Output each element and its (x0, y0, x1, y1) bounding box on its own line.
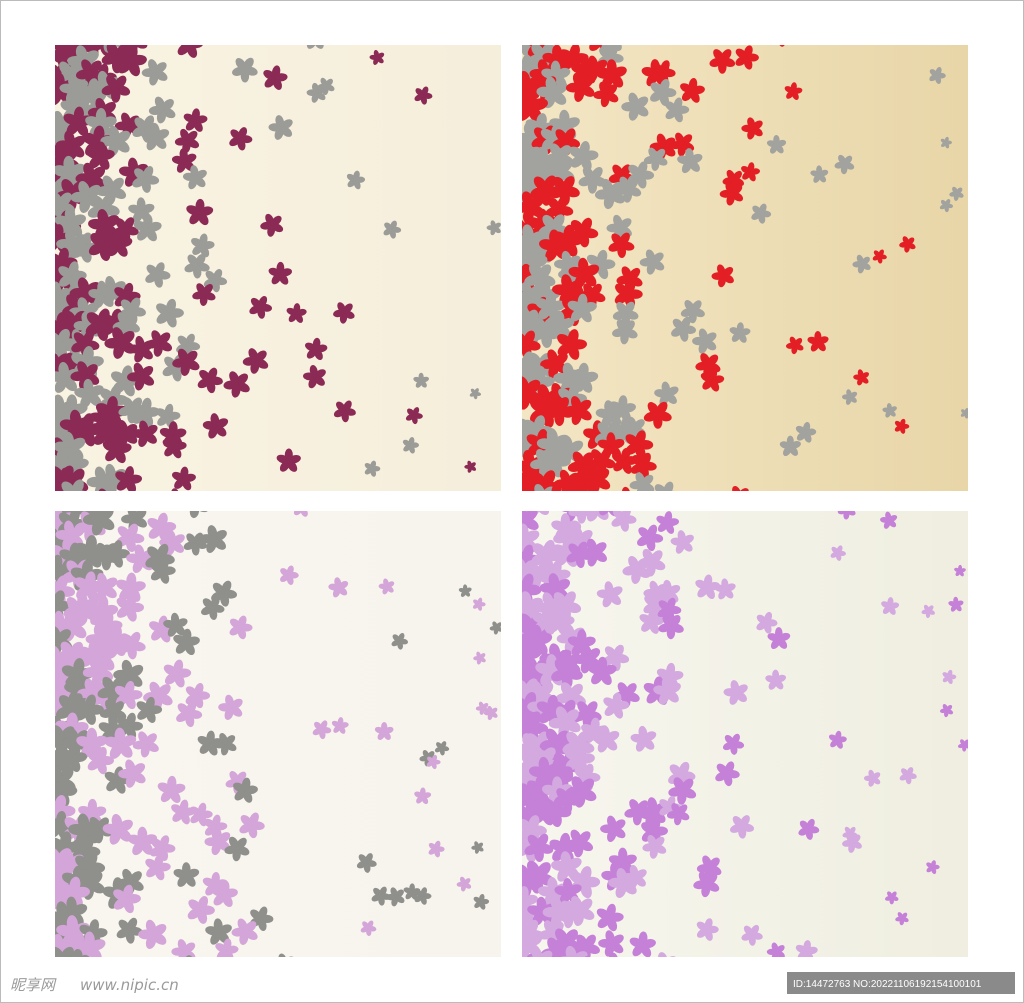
pattern-panel (522, 45, 968, 491)
pattern-panel (522, 511, 968, 957)
id-box (787, 972, 1015, 994)
watermark-logo: 昵享网 (10, 976, 57, 994)
panels (55, 45, 968, 957)
pattern-panel (55, 511, 501, 957)
image-id: ID:14472763 NO:20221106192154100101 (793, 979, 982, 990)
pattern-panel (55, 45, 501, 491)
watermark-url: www.nipic.cn (80, 976, 179, 994)
